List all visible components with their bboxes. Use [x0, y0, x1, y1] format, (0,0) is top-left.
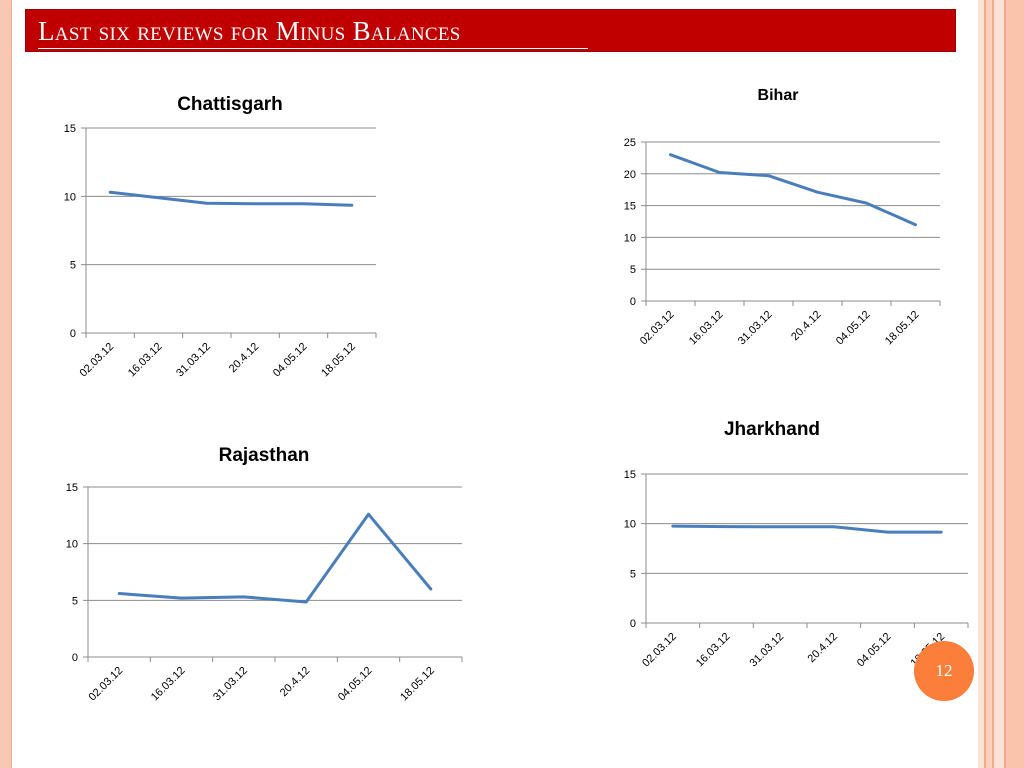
chart-title: Bihar — [758, 87, 799, 104]
slide-title: Last six reviews for Minus Balances — [38, 16, 461, 46]
chart-title: Rajasthan — [219, 445, 310, 466]
x-tick-label: 16.03.12 — [694, 631, 733, 670]
page-number: 12 — [935, 661, 953, 680]
x-tick-label: 20.4.12 — [806, 631, 840, 665]
right-stripe-decoration — [978, 0, 1024, 768]
x-tick-label: 31.03.12 — [211, 665, 250, 704]
y-tick-label: 15 — [64, 123, 76, 135]
y-tick-label: 25 — [624, 137, 636, 149]
x-tick-label: 04.05.12 — [336, 665, 375, 704]
chart-chattisgarh: Chattisgarh 0 5 10 15 02.03.12 16.03.12 31.03.1… — [64, 94, 377, 380]
y-tick-label: 10 — [64, 191, 76, 203]
y-tick-label: 15 — [624, 201, 636, 213]
x-tick-label: 31.03.12 — [748, 631, 787, 670]
chart-bihar: Bihar 0 5 10 15 20 25 02.03.12 16.03.12 31.03.12 2… — [624, 87, 941, 348]
series-line — [108, 190, 354, 207]
title-underline — [38, 48, 588, 49]
x-tick-label: 02.03.12 — [638, 309, 677, 348]
chart-rajasthan: Rajasthan 0 5 10 15 02.03.12 16.03.12 31.03.12 2… — [66, 445, 463, 704]
series-line — [669, 153, 917, 227]
y-tick-label: 0 — [72, 652, 78, 664]
x-tick-label: 31.03.12 — [736, 309, 775, 348]
y-tick-label: 5 — [70, 260, 76, 272]
y-tick-label: 15 — [624, 469, 636, 481]
x-tick-label: 16.03.12 — [126, 341, 165, 380]
chart-title: Chattisgarh — [177, 94, 283, 115]
x-tick-label: 02.03.12 — [640, 631, 679, 670]
x-tick-label: 04.05.12 — [834, 309, 873, 348]
x-tick-label: 20.4.12 — [227, 341, 261, 375]
y-tick-label: 10 — [624, 519, 636, 531]
chart-jharkhand: Jharkhand 0 5 10 15 02.03.12 16.03.12 31.03.12 2… — [624, 419, 969, 670]
y-tick-label: 5 — [630, 264, 636, 276]
series-line — [671, 524, 943, 534]
x-tick-label: 18.05.12 — [398, 665, 437, 704]
slide-title-bar: Last six reviews for Minus Balances — [25, 9, 956, 52]
x-tick-label: 02.03.12 — [78, 341, 117, 380]
x-tick-label: 31.03.12 — [174, 341, 213, 380]
y-tick-label: 10 — [624, 232, 636, 244]
y-tick-label: 5 — [630, 568, 636, 580]
x-tick-label: 16.03.12 — [149, 665, 188, 704]
x-tick-label: 16.03.12 — [687, 309, 726, 348]
chart-title: Jharkhand — [724, 419, 820, 440]
x-tick-label: 02.03.12 — [87, 665, 126, 704]
left-border-decoration — [0, 0, 12, 768]
y-tick-label: 10 — [66, 539, 78, 551]
series-line — [117, 512, 433, 604]
x-tick-label: 04.05.12 — [855, 631, 894, 670]
x-tick-label: 20.4.12 — [789, 309, 823, 343]
x-tick-label: 04.05.12 — [271, 341, 310, 380]
y-tick-label: 15 — [66, 482, 78, 494]
y-tick-label: 0 — [70, 328, 76, 340]
y-tick-label: 20 — [624, 169, 636, 181]
page-number-badge: 12 — [914, 641, 974, 701]
y-tick-label: 0 — [630, 618, 636, 630]
y-tick-label: 5 — [72, 595, 78, 607]
x-tick-label: 18.05.12 — [883, 309, 922, 348]
x-tick-label: 18.05.12 — [319, 341, 358, 380]
y-tick-label: 0 — [630, 296, 636, 308]
x-tick-label: 20.4.12 — [278, 665, 312, 699]
